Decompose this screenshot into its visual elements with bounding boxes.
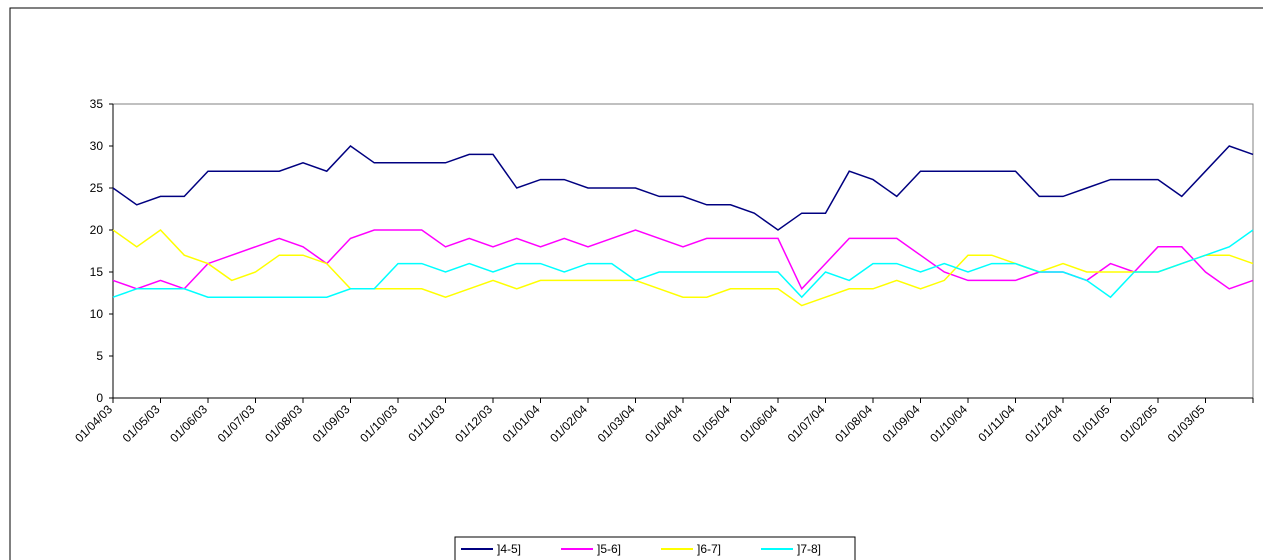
chart-border — [9, 7, 1263, 560]
y-tick-label: 10 — [90, 307, 104, 321]
y-tick-label: 30 — [90, 139, 104, 153]
legend-label: ]5-6] — [597, 542, 621, 556]
legend-label: ]4-5] — [497, 542, 521, 556]
y-tick-label: 5 — [96, 349, 103, 363]
legend-label: ]6-7] — [697, 542, 721, 556]
y-tick-label: 35 — [90, 97, 104, 111]
series-line — [112, 229, 1254, 307]
y-tick-label: 0 — [96, 391, 103, 405]
series-line — [112, 229, 1254, 299]
y-tick-label: 15 — [90, 265, 104, 279]
y-tick-label: 20 — [90, 223, 104, 237]
legend-box — [454, 536, 856, 560]
y-tick-label: 25 — [90, 181, 104, 195]
series-line — [112, 145, 1254, 231]
legend-label: ]7-8] — [797, 542, 821, 556]
